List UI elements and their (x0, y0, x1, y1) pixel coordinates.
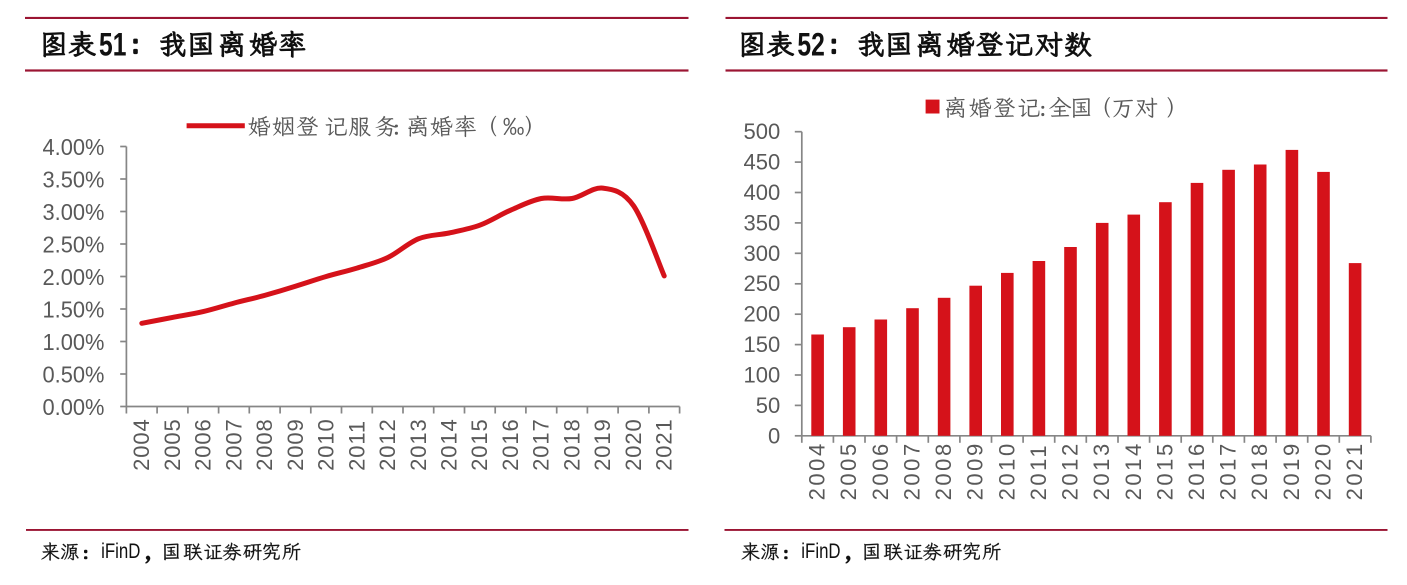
svg-text:iFinD: iFinD (801, 539, 840, 563)
svg-text:2005: 2005 (160, 418, 185, 471)
svg-text:2.00%: 2.00% (43, 263, 105, 290)
svg-text:2019: 2019 (1279, 441, 1304, 500)
svg-text:2007: 2007 (221, 418, 246, 471)
svg-text:200: 200 (743, 302, 780, 327)
svg-text:2020: 2020 (1311, 441, 1336, 500)
svg-text:1.00%: 1.00% (43, 328, 105, 355)
svg-text:150: 150 (743, 332, 780, 357)
svg-text:2012: 2012 (375, 418, 400, 471)
svg-text:2016: 2016 (498, 418, 523, 471)
svg-text:4.00%: 4.00% (43, 133, 105, 160)
svg-text:2007: 2007 (900, 441, 925, 500)
svg-text:2018: 2018 (1247, 441, 1272, 500)
svg-text:500: 500 (743, 119, 780, 144)
svg-text:iFinD: iFinD (101, 539, 140, 563)
svg-text:2013: 2013 (1089, 441, 1114, 500)
svg-text:2015: 2015 (467, 418, 492, 471)
svg-text:2019: 2019 (590, 418, 615, 471)
svg-text:2005: 2005 (836, 441, 861, 500)
svg-text:0.50%: 0.50% (43, 361, 105, 388)
svg-text:2006: 2006 (191, 418, 216, 471)
svg-text:50: 50 (756, 393, 780, 418)
svg-text:2004: 2004 (129, 418, 154, 471)
svg-text:250: 250 (743, 271, 780, 296)
svg-text:2021: 2021 (652, 418, 677, 471)
svg-text:2006: 2006 (868, 441, 893, 500)
svg-text:0: 0 (768, 423, 780, 448)
svg-text:400: 400 (743, 180, 780, 205)
svg-text:2004: 2004 (805, 441, 830, 500)
svg-text:2014: 2014 (437, 418, 462, 471)
svg-text:450: 450 (743, 150, 780, 175)
svg-text:51: 51 (99, 27, 127, 63)
svg-text:2009: 2009 (283, 418, 308, 471)
svg-text:2012: 2012 (1058, 441, 1083, 500)
svg-text:100: 100 (743, 363, 780, 388)
svg-text:2013: 2013 (406, 418, 431, 471)
svg-text:3.50%: 3.50% (43, 166, 105, 193)
svg-text:52: 52 (797, 27, 824, 63)
svg-text:2020: 2020 (621, 418, 646, 471)
svg-text:2008: 2008 (931, 441, 956, 500)
svg-text:2017: 2017 (529, 418, 554, 471)
svg-text:2010: 2010 (994, 441, 1019, 500)
svg-text:2010: 2010 (314, 418, 339, 471)
svg-text:2.50%: 2.50% (43, 231, 105, 258)
svg-text:2021: 2021 (1342, 441, 1367, 500)
svg-text:2008: 2008 (252, 418, 277, 471)
svg-text:0.00%: 0.00% (43, 393, 105, 420)
svg-text:3.00%: 3.00% (43, 198, 105, 225)
svg-text:2015: 2015 (1152, 441, 1177, 500)
svg-text:1.50%: 1.50% (43, 296, 105, 323)
svg-text:2014: 2014 (1121, 441, 1146, 500)
svg-text:300: 300 (743, 241, 780, 266)
svg-text:2016: 2016 (1184, 441, 1209, 500)
svg-text:2009: 2009 (963, 441, 988, 500)
svg-text:350: 350 (743, 210, 780, 235)
svg-text:2011: 2011 (344, 420, 369, 471)
svg-text:2018: 2018 (559, 418, 584, 471)
svg-text:2011: 2011 (1026, 443, 1051, 501)
svg-text:2017: 2017 (1216, 441, 1241, 500)
